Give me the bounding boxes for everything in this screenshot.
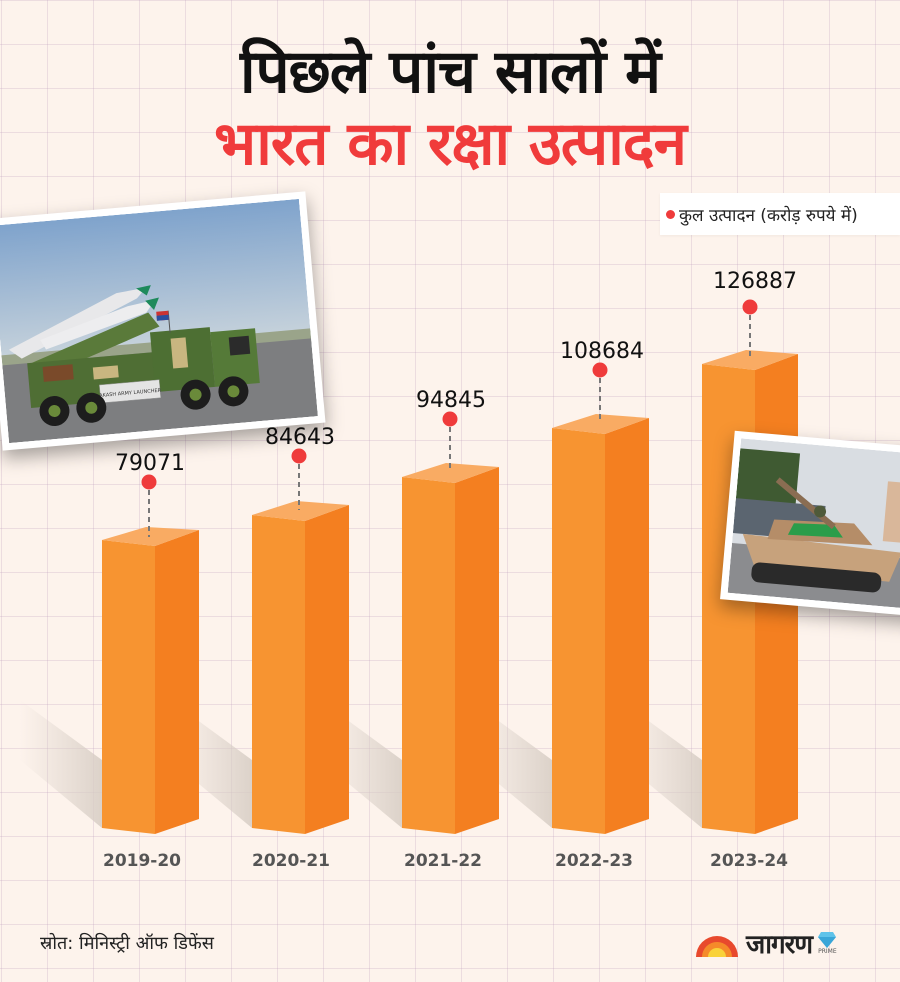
bar-2019-20: [102, 474, 199, 834]
jagran-logo: जागरण PRIME: [694, 925, 837, 961]
diamond-icon: [818, 931, 837, 948]
bar-2020-21: [252, 448, 349, 834]
source-text: स्रोत: मिनिस्ट्री ऑफ डिफेंस: [40, 933, 214, 954]
year-label: 2020-21: [252, 851, 330, 871]
missile-launcher-image: AKASH ARMY LAUNCHER: [0, 198, 318, 444]
value-label: 126887: [713, 269, 797, 294]
prime-badge: PRIME: [818, 931, 837, 955]
value-label: 84643: [265, 425, 335, 450]
launcher-sign: AKASH ARMY LAUNCHER: [99, 388, 162, 399]
year-label: 2021-22: [404, 851, 482, 871]
legend-marker-icon: [666, 209, 675, 219]
legend-label: कुल उत्पादन (करोड़ रुपये में): [679, 205, 858, 226]
bar-2021-22: [402, 411, 499, 834]
sunrise-logo-icon: [696, 936, 738, 957]
bar-2022-23: [552, 362, 649, 834]
year-label: 2022-23: [555, 851, 633, 871]
legend: कुल उत्पादन (करोड़ रुपये में): [660, 193, 900, 235]
photo-battle-tank: [720, 430, 900, 619]
photo-missile-launcher: AKASH ARMY LAUNCHER: [0, 191, 326, 451]
year-label: 2023-24: [710, 851, 788, 871]
value-label: 94845: [416, 388, 486, 413]
battle-tank-image: [727, 438, 900, 611]
year-label: 2019-20: [103, 851, 181, 871]
title-line-1: पिछले पांच सालों में: [240, 37, 661, 107]
value-label: 79071: [115, 451, 185, 476]
value-label: 108684: [560, 339, 644, 364]
prime-label: PRIME: [818, 947, 837, 955]
brand-name: जागरण: [746, 930, 813, 960]
title-line-2: भारत का रक्षा उत्पादन: [214, 109, 687, 179]
